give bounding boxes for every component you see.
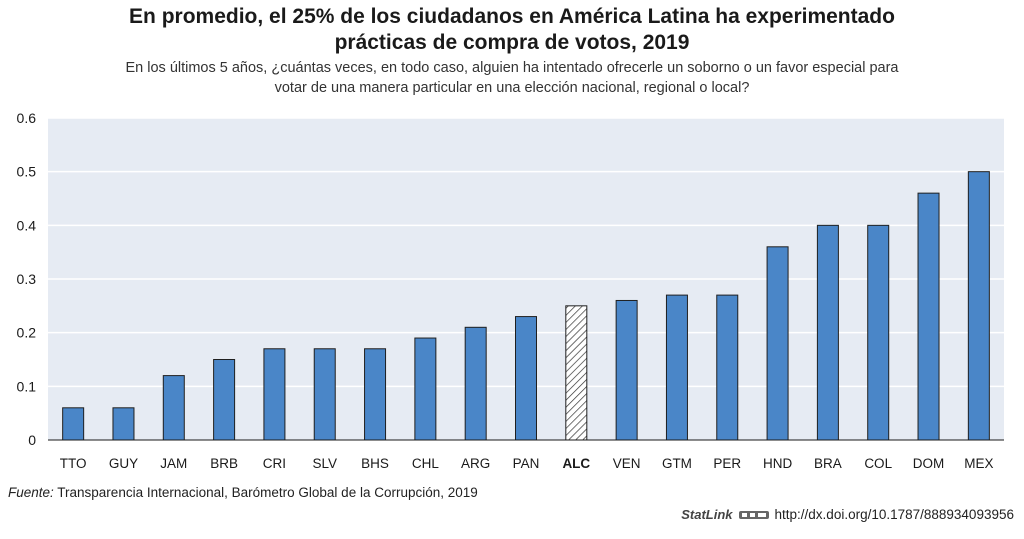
statlink-url[interactable]: http://dx.doi.org/10.1787/888934093956 (774, 507, 1014, 522)
bar-bhs (364, 348, 387, 441)
x-tick-label-hnd: HND (763, 456, 792, 471)
y-tick-label: 0.2 (17, 325, 37, 341)
bar-dom (917, 192, 940, 441)
bar-slv (313, 348, 336, 441)
y-tick-label: 0.6 (17, 110, 37, 126)
bar-tto (62, 407, 85, 441)
x-tick-label-slv: SLV (312, 456, 337, 471)
x-tick-label-gtm: GTM (662, 456, 692, 471)
x-tick-label-cri: CRI (263, 456, 286, 471)
source-text: Transparencia Internacional, Barómetro G… (53, 485, 478, 500)
bar-pan (515, 316, 537, 441)
x-tick-label-bra: BRA (814, 456, 842, 471)
x-tick-label-bhs: BHS (361, 456, 389, 471)
bar-chl (414, 337, 437, 441)
bar-col (867, 224, 890, 441)
bar-ven (615, 299, 638, 441)
bar-hnd (766, 246, 789, 441)
x-tick-label-per: PER (713, 456, 741, 471)
y-tick-label: 0.1 (17, 378, 37, 394)
bar-chart: 0 0.1 0.2 0.3 0.4 0.5 0.6 TTO GUY JAM BRB CRI SLV BH… (17, 110, 1004, 471)
chart-title: En promedio, el 25% de los ciudadanos en… (0, 4, 1024, 56)
bar-mex (967, 171, 990, 441)
bar-guy (112, 407, 135, 441)
bars (62, 171, 990, 441)
y-axis: 0 0.1 0.2 0.3 0.4 0.5 0.6 (17, 110, 37, 448)
y-tick-label: 0.3 (17, 271, 37, 287)
x-tick-label-chl: CHL (412, 456, 439, 471)
chart-title-line-2: prácticas de compra de votos, 2019 (334, 31, 690, 54)
statlink: StatLink http://dx.doi.org/10.1787/88893… (681, 507, 1014, 522)
bar-alc (565, 305, 588, 441)
chart-subtitle-line-1: En los últimos 5 años, ¿cuántas veces, e… (125, 60, 899, 76)
bar-arg (464, 326, 487, 441)
chart-subtitle-line-2: votar de una manera particular en una el… (274, 80, 750, 96)
bar-per (716, 294, 739, 441)
statlink-logo-icon (738, 510, 769, 519)
x-tick-label-ven: VEN (613, 456, 641, 471)
x-tick-label-alc: ALC (562, 456, 590, 471)
x-axis: TTO GUY JAM BRB CRI SLV BHS CHL ARG PAN ALC VEN GTM P… (60, 456, 994, 471)
bar-cri (263, 348, 286, 441)
x-tick-label-pan: PAN (513, 456, 540, 471)
x-tick-label-brb: BRB (210, 456, 238, 471)
bar-brb (213, 359, 236, 441)
x-tick-label-tto: TTO (60, 456, 87, 471)
bar-bra (816, 224, 839, 441)
x-tick-label-mex: MEX (964, 456, 993, 471)
y-tick-label: 0.4 (17, 217, 37, 233)
bar-jam (162, 375, 185, 441)
chart-title-line-1: En promedio, el 25% de los ciudadanos en… (129, 5, 895, 28)
source-label: Fuente: (8, 485, 54, 500)
x-tick-label-dom: DOM (913, 456, 945, 471)
bar-gtm (665, 294, 688, 441)
statlink-label: StatLink (681, 507, 733, 522)
y-tick-label: 0 (28, 432, 36, 448)
x-tick-label-arg: ARG (461, 456, 490, 471)
source-note: Fuente: Transparencia Internacional, Bar… (8, 485, 478, 500)
y-tick-label: 0.5 (17, 164, 37, 180)
x-tick-label-col: COL (864, 456, 892, 471)
x-tick-label-jam: JAM (160, 456, 187, 471)
chart-subtitle: En los últimos 5 años, ¿cuántas veces, e… (0, 58, 1024, 98)
x-tick-label-guy: GUY (109, 456, 138, 471)
